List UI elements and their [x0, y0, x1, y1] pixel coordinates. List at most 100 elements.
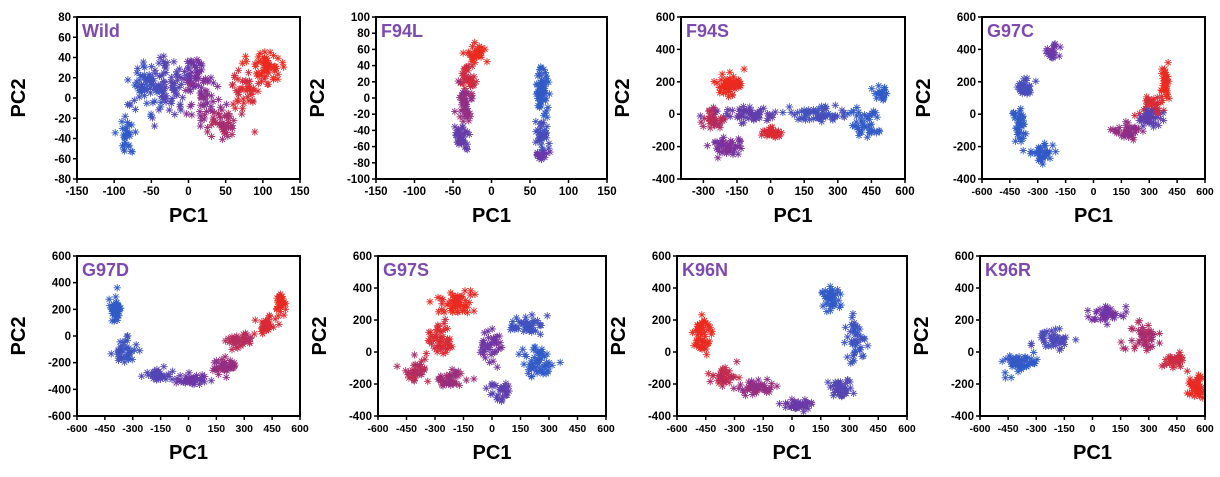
data-point — [254, 53, 263, 61]
x-tick-label: -300 — [724, 423, 745, 435]
data-point — [239, 330, 248, 339]
data-point — [130, 346, 139, 354]
data-point — [1027, 341, 1036, 350]
data-point — [727, 84, 735, 92]
data-point — [1122, 127, 1131, 135]
data-point — [729, 372, 737, 381]
x-tick-label: 0 — [767, 186, 773, 198]
data-point — [1021, 353, 1030, 361]
data-point — [159, 52, 168, 60]
data-point — [123, 350, 132, 359]
x-tick-label: 150 — [1112, 423, 1130, 435]
data-point — [788, 395, 796, 404]
data-point — [144, 371, 153, 380]
data-point — [764, 114, 773, 123]
data-point — [1141, 113, 1150, 122]
x-tick-label: -300 — [1026, 423, 1047, 435]
data-point — [1195, 391, 1204, 399]
data-point — [150, 122, 159, 130]
data-point — [444, 378, 453, 387]
data-point — [234, 88, 242, 97]
data-points — [111, 48, 288, 156]
x-tick-label: 300 — [1140, 423, 1158, 435]
data-point — [714, 153, 722, 162]
data-point — [401, 366, 410, 375]
y-tick-label: -60 — [353, 142, 370, 154]
data-point — [114, 312, 122, 320]
y-axis-label: PC2 — [608, 317, 630, 356]
data-point — [209, 79, 218, 87]
data-point — [542, 369, 551, 378]
y-tick-label: 60 — [58, 32, 71, 44]
data-point — [704, 322, 712, 331]
data-point — [817, 112, 826, 120]
scatter-panel-g97d: -600 -450 -300 -150 0 150 300 450 600 -600 -400 -20… — [8, 251, 309, 464]
data-point — [183, 57, 192, 66]
data-point — [165, 106, 174, 114]
data-point — [1121, 345, 1130, 353]
data-point — [237, 339, 246, 347]
x-tick-label: 300 — [828, 186, 847, 198]
data-point — [544, 103, 552, 112]
y-axis-label: PC2 — [911, 317, 933, 356]
data-point — [763, 129, 771, 137]
data-point — [720, 82, 729, 90]
data-point — [138, 72, 147, 81]
y-tick-label: 400 — [353, 283, 372, 295]
data-point — [1103, 320, 1111, 329]
data-point — [161, 372, 169, 381]
data-point — [222, 373, 231, 382]
data-point — [260, 75, 268, 83]
data-point — [224, 123, 233, 132]
x-tick-label: 100 — [559, 186, 578, 198]
data-point — [137, 372, 146, 381]
data-point — [455, 381, 464, 390]
data-point — [843, 353, 852, 361]
data-point — [737, 119, 746, 128]
data-point — [524, 369, 533, 378]
data-point — [766, 123, 775, 132]
y-axis-label: PC2 — [8, 317, 30, 356]
data-point — [207, 92, 216, 100]
data-point — [430, 333, 438, 341]
panel-title: Wild — [82, 21, 120, 41]
data-point — [182, 71, 190, 80]
data-point — [851, 347, 859, 355]
x-tick-label: -300 — [692, 186, 715, 198]
data-point — [478, 346, 487, 354]
data-point — [473, 46, 482, 54]
data-point — [224, 132, 232, 141]
data-point — [1122, 117, 1130, 126]
data-point — [135, 86, 143, 95]
data-point — [260, 323, 268, 331]
data-point — [716, 88, 724, 97]
data-point — [536, 330, 545, 339]
data-point — [121, 336, 129, 345]
data-point — [1162, 77, 1170, 86]
data-points — [1009, 40, 1173, 168]
data-point — [105, 295, 113, 304]
data-point — [819, 302, 827, 310]
data-point — [856, 335, 865, 344]
data-point — [1014, 359, 1023, 368]
data-point — [763, 109, 772, 118]
data-point — [515, 317, 523, 326]
data-point — [533, 358, 542, 367]
data-point — [250, 330, 259, 338]
data-point — [427, 328, 435, 336]
x-axis-label: PC1 — [472, 205, 511, 227]
data-point — [1040, 139, 1049, 148]
data-point — [541, 97, 550, 105]
data-point — [149, 98, 157, 107]
data-point — [826, 111, 834, 119]
data-point — [237, 85, 245, 93]
data-point — [220, 361, 229, 370]
data-point — [466, 112, 475, 121]
data-point — [245, 84, 254, 92]
data-point — [1144, 321, 1153, 330]
data-point — [747, 377, 756, 385]
data-point — [1173, 354, 1182, 363]
data-point — [703, 340, 712, 348]
data-point — [436, 328, 445, 336]
x-tick-label: -50 — [143, 186, 160, 198]
